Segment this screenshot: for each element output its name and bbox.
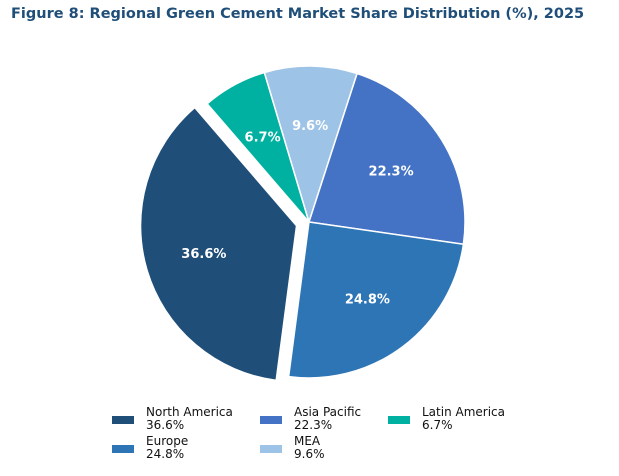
data-label-latin-america: 6.7%	[245, 131, 281, 146]
legend-item-north-america: North America 36.6%	[112, 406, 233, 432]
pie-slice-europe	[287, 221, 465, 379]
legend-label-latin-america: Latin America	[422, 405, 505, 419]
data-label-europe: 24.8%	[345, 293, 390, 308]
legend-item-latin-america: Latin America 6.7%	[388, 406, 505, 432]
legend-label-mea: MEA	[294, 434, 321, 448]
pie-chart: 36.6% 6.7% 9.6% 22.3% 24.8%	[139, 65, 466, 382]
legend-value-europe: 24.8%	[146, 447, 185, 461]
legend-item-europe: Europe 24.8%	[112, 435, 188, 461]
data-label-north-america: 36.6%	[181, 247, 226, 262]
legend-swatch-north-america	[112, 416, 134, 424]
legend-value-latin-america: 6.7%	[422, 418, 453, 432]
legend-value-mea: 9.6%	[294, 447, 325, 461]
legend-value-asia-pacific: 22.3%	[294, 418, 333, 432]
chart-title: Figure 8: Regional Green Cement Market S…	[11, 6, 585, 22]
legend-label-europe: Europe	[146, 434, 189, 448]
legend-swatch-mea	[260, 445, 282, 453]
legend-label-north-america: North America	[146, 405, 233, 419]
legend-value-north-america: 36.6%	[146, 418, 185, 432]
pie-slice-mea	[263, 65, 358, 225]
legend-label-asia-pacific: Asia Pacific	[294, 405, 362, 419]
pie-slice-north-america	[139, 106, 298, 382]
legend-swatch-asia-pacific	[260, 416, 282, 424]
data-label-mea: 9.6%	[292, 119, 328, 134]
legend: North America 36.6% Asia Pacific 22.3% L…	[112, 406, 532, 466]
legend-item-asia-pacific: Asia Pacific 22.3%	[260, 406, 361, 432]
data-label-asia-pacific: 22.3%	[369, 164, 414, 179]
pie-slice-asia-pacific	[308, 72, 466, 246]
legend-swatch-europe	[112, 445, 134, 453]
legend-item-mea: MEA 9.6%	[260, 435, 325, 461]
legend-swatch-latin-america	[388, 416, 410, 424]
